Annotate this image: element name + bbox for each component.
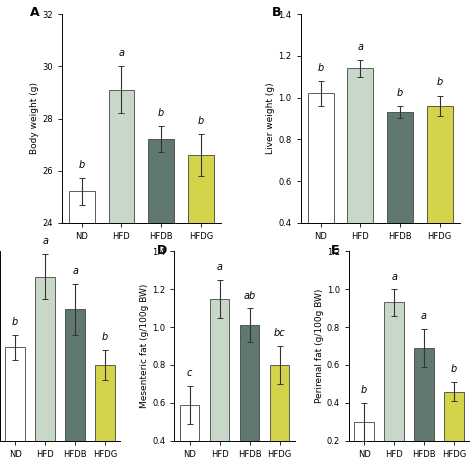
Bar — [180, 405, 200, 474]
Bar — [240, 325, 259, 474]
Text: b: b — [102, 332, 108, 342]
Text: b: b — [451, 365, 457, 374]
Text: b: b — [361, 385, 367, 395]
Text: b: b — [79, 160, 85, 170]
Bar — [188, 155, 214, 474]
Bar — [347, 68, 373, 306]
Bar — [355, 422, 374, 474]
Bar — [444, 392, 464, 474]
Bar — [109, 90, 134, 474]
Text: b: b — [437, 77, 443, 87]
Text: b: b — [12, 317, 18, 327]
Text: a: a — [391, 272, 397, 282]
Bar — [69, 191, 95, 474]
Text: a: a — [72, 266, 78, 276]
Text: D: D — [156, 244, 167, 256]
Text: c: c — [187, 368, 192, 378]
Text: B: B — [272, 6, 282, 19]
Text: A: A — [30, 6, 39, 19]
Text: b: b — [397, 88, 403, 98]
Text: b: b — [198, 116, 204, 126]
Bar — [308, 93, 334, 306]
Bar — [65, 310, 85, 441]
Text: a: a — [118, 48, 124, 58]
Bar — [148, 139, 174, 474]
Text: b: b — [158, 108, 164, 118]
Bar — [210, 299, 229, 474]
Bar — [387, 112, 413, 306]
Text: a: a — [217, 262, 223, 272]
Text: b: b — [318, 63, 324, 73]
Text: bc: bc — [274, 328, 285, 338]
Bar — [95, 365, 115, 441]
Text: E: E — [331, 244, 339, 256]
Bar — [414, 348, 434, 474]
Y-axis label: Body weight (g): Body weight (g) — [30, 82, 39, 155]
Bar — [384, 302, 404, 474]
Bar — [36, 276, 55, 441]
Bar — [270, 365, 289, 474]
Text: a: a — [421, 311, 427, 321]
Text: ab: ab — [244, 291, 256, 301]
Text: a: a — [42, 236, 48, 246]
Y-axis label: Mesenteric fat (g/100g BW): Mesenteric fat (g/100g BW) — [140, 284, 149, 408]
Y-axis label: Liver weight (g): Liver weight (g) — [266, 82, 275, 155]
Bar — [427, 106, 453, 306]
Bar — [6, 347, 25, 441]
Text: a: a — [357, 42, 363, 52]
Y-axis label: Perirenal fat (g/100g BW): Perirenal fat (g/100g BW) — [315, 289, 324, 403]
